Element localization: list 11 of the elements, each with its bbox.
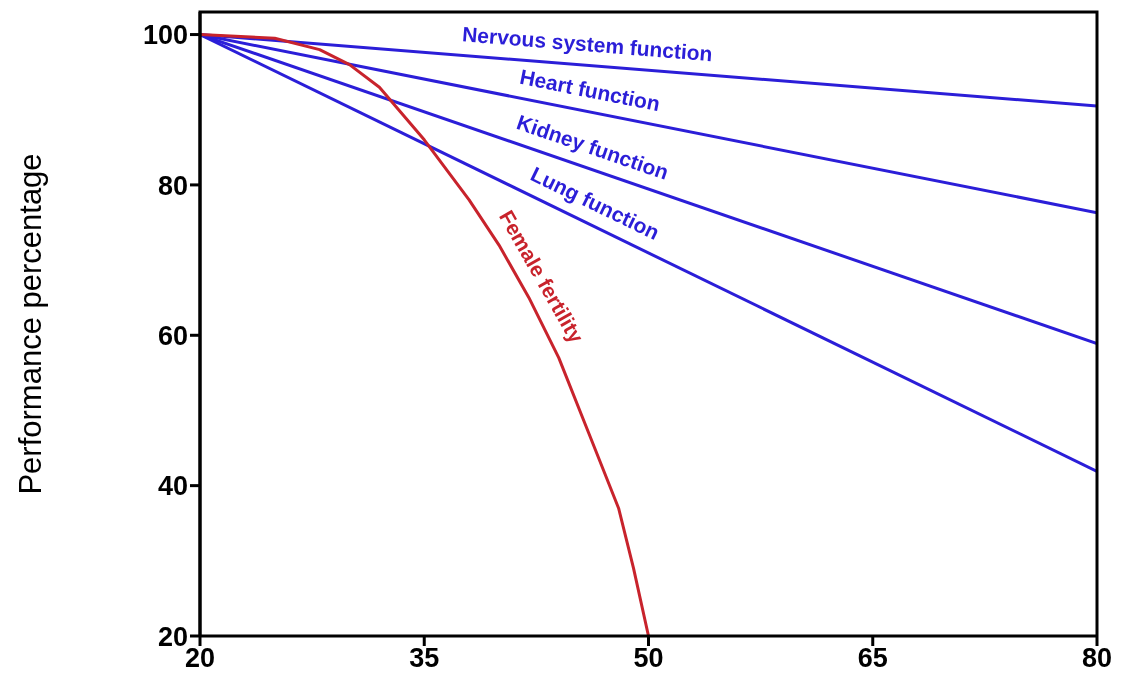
- x-tick-label: 35: [409, 643, 440, 674]
- x-tick-label: 65: [857, 643, 888, 674]
- y-tick-label: 60: [157, 320, 188, 351]
- text: Heart function: [517, 64, 662, 116]
- series-label: Nervous system function: [461, 22, 714, 66]
- x-tick-label: 80: [1081, 643, 1113, 674]
- y-tick-label: 100: [142, 20, 188, 51]
- y-tick-label: 40: [157, 471, 188, 502]
- y-axis-title: Performance percentage: [13, 153, 49, 495]
- x-tick-label: 50: [633, 643, 664, 674]
- y-tick-label: 80: [157, 170, 188, 201]
